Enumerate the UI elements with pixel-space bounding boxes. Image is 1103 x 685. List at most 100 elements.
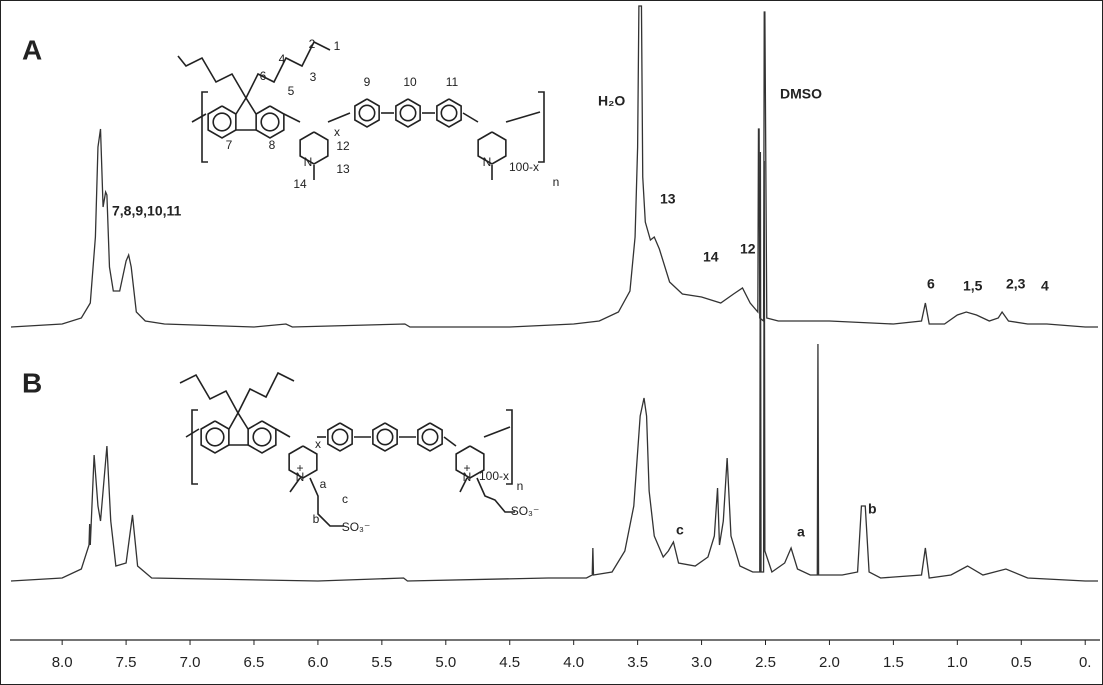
ring-aromatic <box>358 104 376 122</box>
peak-label: H₂O <box>598 93 625 109</box>
x-tick-label: 0. <box>1079 654 1092 671</box>
ring <box>436 98 462 128</box>
ring <box>200 420 230 454</box>
peak-label: 1,5 <box>963 278 983 294</box>
x-tick-label: 5.5 <box>371 654 392 671</box>
peak-label: a <box>797 524 805 540</box>
structure-label: SO₃⁻ <box>342 520 371 534</box>
ring <box>455 445 485 479</box>
x-tick-label: 7.0 <box>180 654 201 671</box>
bond <box>309 477 344 527</box>
structure-label: SO₃⁻ <box>511 504 540 518</box>
structure-label: x <box>315 437 321 451</box>
peak-label: 13 <box>660 191 676 207</box>
x-tick-label: 3.5 <box>627 654 648 671</box>
peak-label: c <box>676 522 684 538</box>
panel-label: B <box>22 367 42 398</box>
structure-label: n <box>517 479 524 493</box>
panel-label: A <box>22 34 42 65</box>
structure-label: N <box>304 155 313 169</box>
structure-label: 7 <box>226 138 233 152</box>
peak-label: 12 <box>740 241 756 257</box>
structure-label: + <box>296 461 303 475</box>
ring <box>372 422 398 452</box>
bracket <box>538 91 545 163</box>
x-tick-label: 6.0 <box>307 654 328 671</box>
peak-label: 7,8,9,10,11 <box>112 203 182 219</box>
bracket <box>191 409 198 485</box>
x-tick-label: 8.0 <box>52 654 73 671</box>
ring <box>395 98 421 128</box>
peak-label: DMSO <box>780 86 822 102</box>
bond <box>275 428 291 438</box>
structure-label: 1 <box>334 39 341 53</box>
x-tick-label: 2.5 <box>755 654 776 671</box>
spectrum-line <box>10 151 1098 582</box>
bracket <box>506 409 513 485</box>
structure-label: + <box>463 461 470 475</box>
ring <box>299 131 329 165</box>
bond <box>177 55 247 99</box>
structure-label: 11 <box>446 75 459 89</box>
ring-aromatic <box>421 428 439 446</box>
ring <box>477 131 507 165</box>
bond <box>191 113 207 123</box>
peak-label: 14 <box>703 249 719 265</box>
structure-label: 100-x <box>509 160 539 174</box>
ring-aromatic <box>440 104 458 122</box>
ring-aromatic <box>260 112 280 132</box>
ring-aromatic <box>331 428 349 446</box>
structure-label: 100-x <box>479 469 509 483</box>
structure-label: b <box>313 512 320 526</box>
bond <box>245 40 331 99</box>
ring <box>247 420 277 454</box>
ring <box>417 422 443 452</box>
structure-label: N <box>296 470 305 484</box>
structure-label: 6 <box>260 69 267 83</box>
x-tick-label: 1.0 <box>947 654 968 671</box>
ring <box>207 105 237 139</box>
structure-label: N <box>483 155 492 169</box>
x-tick-label: 5.0 <box>435 654 456 671</box>
x-tick-label: 6.5 <box>244 654 265 671</box>
ring <box>288 445 318 479</box>
ring <box>255 105 285 139</box>
ring-aromatic <box>399 104 417 122</box>
peak-label: 6 <box>927 276 935 292</box>
structure-label: 2 <box>309 37 316 51</box>
x-tick-label: 2.0 <box>819 654 840 671</box>
bond <box>327 112 351 123</box>
bond <box>443 436 457 447</box>
structure-label: 12 <box>336 139 350 153</box>
spectrum-line <box>10 5 1098 328</box>
peak-label: b <box>868 501 877 517</box>
x-tick-label: 4.5 <box>499 654 520 671</box>
structure-label: 9 <box>364 75 371 89</box>
bond <box>237 371 295 414</box>
ring-aromatic <box>252 427 272 447</box>
structure-label: 13 <box>336 162 350 176</box>
x-tick-label: 7.5 <box>116 654 137 671</box>
structure-label: 4 <box>279 52 286 66</box>
structure-label: 14 <box>293 177 307 191</box>
structure-label: 8 <box>269 138 276 152</box>
x-tick-label: 4.0 <box>563 654 584 671</box>
x-tick-label: 0.5 <box>1011 654 1032 671</box>
bracket <box>201 91 208 163</box>
bond <box>505 111 541 123</box>
peak-label: 2,3 <box>1006 276 1026 292</box>
bond <box>462 112 479 123</box>
structure-label: x <box>334 125 340 139</box>
x-tick-label: 1.5 <box>883 654 904 671</box>
ring-aromatic <box>205 427 225 447</box>
ring <box>327 422 353 452</box>
structure-label: N <box>463 470 472 484</box>
structure-label: 10 <box>403 75 417 89</box>
bond <box>283 113 301 123</box>
bond <box>179 373 239 414</box>
bond <box>476 477 515 513</box>
x-tick-label: 3.0 <box>691 654 712 671</box>
